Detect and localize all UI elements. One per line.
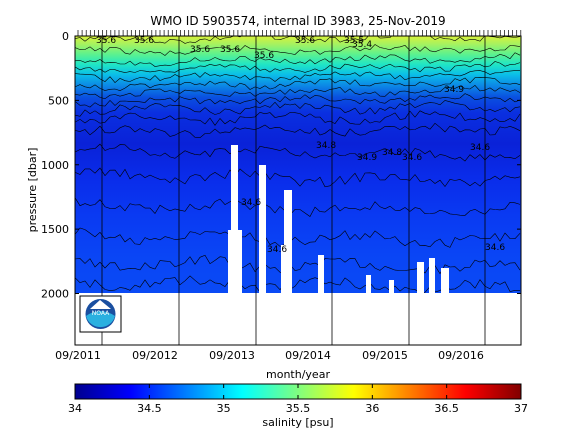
contour-label: 34.8 bbox=[316, 141, 336, 151]
contour-label: 35.6 bbox=[190, 45, 210, 55]
chart-title: WMO ID 5903574, internal ID 3983, 25-Nov… bbox=[150, 14, 445, 28]
contour-label: 35.6 bbox=[220, 45, 240, 55]
isohaline bbox=[75, 52, 521, 67]
noaa-logo: NOAA bbox=[79, 295, 122, 333]
contour-label: 35.4 bbox=[352, 40, 372, 50]
contour-label: 35.6 bbox=[134, 36, 154, 46]
contour-label: 35.6 bbox=[254, 51, 274, 61]
isohaline bbox=[75, 77, 521, 92]
x-tick-label: 09/2016 bbox=[438, 349, 484, 362]
x-axis-label: month/year bbox=[266, 368, 330, 381]
colorbar-tick-label: 34.5 bbox=[137, 402, 162, 415]
plot-frame bbox=[74, 35, 522, 346]
data-gap bbox=[389, 280, 394, 298]
yearly-marker-lines bbox=[101, 36, 486, 345]
contour-label: 35.5 bbox=[344, 36, 364, 46]
isohaline bbox=[75, 93, 521, 108]
colorbar-label: salinity [psu] bbox=[262, 416, 333, 429]
x-tick-label: 09/2014 bbox=[285, 349, 331, 362]
data-gap bbox=[441, 268, 449, 298]
isohaline bbox=[75, 254, 521, 275]
colorbar-tick-label: 35 bbox=[217, 402, 231, 415]
colorbar-tick-label: 35.5 bbox=[286, 402, 311, 415]
isohaline bbox=[75, 197, 521, 217]
svg-text:NOAA: NOAA bbox=[92, 310, 110, 317]
isohaline bbox=[75, 44, 521, 56]
data-gap bbox=[318, 255, 324, 298]
contour-label: 35.6 bbox=[96, 36, 116, 46]
data-gap bbox=[366, 275, 371, 298]
contour-label: 34.8 bbox=[382, 148, 402, 158]
colorbar-tick-label: 34 bbox=[68, 402, 82, 415]
isohaline bbox=[75, 85, 521, 100]
y-axis: 0 500 1000 1500 2000 bbox=[41, 30, 521, 301]
y-tick-label: 1500 bbox=[41, 223, 69, 236]
y-tick-label: 2000 bbox=[41, 288, 69, 301]
contour-label: 35.6 bbox=[295, 36, 315, 46]
profile-ticks bbox=[77, 30, 522, 36]
colorbar-ticks: 34 34.5 35 35.5 36 36.5 37 bbox=[68, 384, 528, 415]
contour-label: 34.9 bbox=[444, 85, 464, 95]
isohaline bbox=[75, 110, 521, 126]
data-gap bbox=[284, 190, 292, 298]
data-gap bbox=[259, 165, 266, 298]
contour-label: 34.6 bbox=[402, 153, 422, 163]
contour-label: 34.6 bbox=[267, 245, 287, 255]
y-axis-label: pressure [dbar] bbox=[26, 148, 39, 233]
colorbar-tick-label: 36 bbox=[365, 402, 379, 415]
isohaline bbox=[75, 143, 521, 162]
contour-label: 34.6 bbox=[470, 143, 490, 153]
y-tick-label: 1000 bbox=[41, 159, 69, 172]
isohaline bbox=[75, 36, 521, 44]
no-data-region bbox=[75, 293, 521, 345]
isohaline bbox=[75, 167, 521, 188]
data-gap bbox=[281, 245, 286, 298]
data-gap bbox=[429, 258, 435, 298]
y-tick-label: 0 bbox=[62, 30, 69, 43]
contour-label: 34.6 bbox=[485, 243, 505, 253]
salinity-field bbox=[75, 36, 521, 293]
x-tick-label: 09/2012 bbox=[132, 349, 178, 362]
data-gap bbox=[228, 230, 242, 298]
contour-label: 34.9 bbox=[357, 153, 377, 163]
data-gap bbox=[231, 145, 238, 298]
colorbar: 34 34.5 35 35.5 36 36.5 37 salinity [psu] bbox=[68, 383, 528, 429]
isohaline bbox=[75, 70, 520, 84]
contour-label: 34.6 bbox=[241, 198, 261, 208]
isohaline bbox=[75, 122, 521, 139]
x-tick-label: 09/2015 bbox=[362, 349, 408, 362]
y-tick-label: 500 bbox=[48, 94, 69, 107]
plot-area: 35.6 35.6 35.6 35.6 35.6 35.6 35.535.4 34.9 34.8… bbox=[75, 36, 521, 345]
x-tick-label: 09/2011 bbox=[55, 349, 101, 362]
data-gap bbox=[417, 262, 424, 298]
data-gaps bbox=[228, 145, 449, 298]
colorbar-tick-label: 36.5 bbox=[434, 402, 459, 415]
x-tick-label: 09/2013 bbox=[209, 349, 255, 362]
isohaline bbox=[75, 227, 521, 248]
isohaline bbox=[75, 61, 521, 73]
colorbar-tick-label: 37 bbox=[514, 402, 528, 415]
x-axis: 09/2011 09/2012 09/2013 09/2014 09/2015 09/20… bbox=[55, 349, 484, 362]
isohaline bbox=[75, 100, 521, 117]
contour-labels: 35.6 35.6 35.6 35.6 35.6 35.6 35.535.4 34.9 34.8… bbox=[96, 36, 505, 255]
contour-lines bbox=[75, 36, 521, 294]
